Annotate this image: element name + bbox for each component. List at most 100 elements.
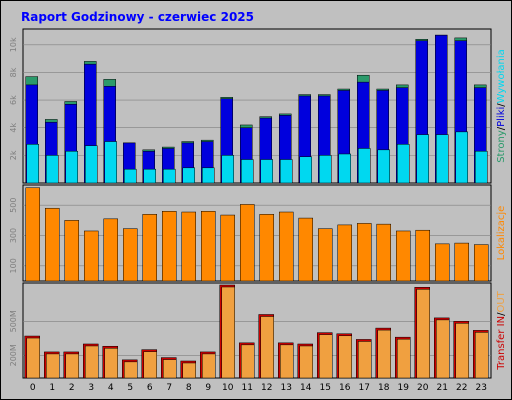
hits-y-tick-label: 2k: [9, 150, 18, 160]
hits-y-tick-label: 4k: [9, 123, 18, 133]
bar-transfer-out: [416, 289, 430, 379]
bar-lokalizacje: [259, 214, 274, 282]
x-tick-label: 5: [127, 383, 133, 393]
x-tick-label: 2: [69, 383, 75, 393]
bar-transfer-out: [241, 344, 255, 379]
bar-transfer-out: [377, 329, 391, 379]
bar-transfer-out: [436, 319, 450, 379]
bar-lokalizacje: [162, 211, 177, 282]
x-tick-label: 22: [456, 383, 467, 393]
bar-transfer-out: [46, 353, 60, 379]
x-tick-label: 14: [300, 383, 312, 393]
bar-lokalizacje: [64, 220, 79, 282]
report-title: Raport Godzinowy - czerwiec 2025: [21, 10, 254, 24]
x-tick-label: 17: [359, 383, 370, 393]
locations-y-tick-label: 100: [9, 258, 18, 273]
bar-wywolania: [299, 156, 312, 184]
hits-side-label-part: /: [496, 103, 507, 107]
x-tick-label: 8: [186, 383, 192, 393]
locations-side-label-part: Lokalizacje: [496, 206, 507, 261]
hits-side-label-part: Strony: [496, 130, 507, 163]
bar-lokalizacje: [396, 230, 411, 282]
x-tick-label: 7: [166, 383, 172, 393]
locations-panel: 100 300 500 Lokalizacje: [9, 184, 507, 282]
bar-lokalizacje: [240, 204, 255, 282]
bar-transfer-out: [299, 345, 313, 379]
bar-transfer-out: [260, 316, 274, 379]
bar-wywolania: [124, 168, 137, 184]
transfer-side-label-part: /: [496, 312, 507, 316]
chart-panels: 2k4k6k8k10kStrony/Pliki/Wywołania1003005…: [9, 28, 507, 393]
hits-y-tick-label: 8k: [9, 67, 18, 77]
bar-lokalizacje: [298, 217, 313, 282]
bar-lokalizacje: [181, 211, 196, 282]
bar-lokalizacje: [45, 207, 60, 282]
bar-transfer-out: [319, 334, 333, 379]
transfer-y-tick-label: 200M: [9, 344, 18, 366]
bar-transfer-out: [124, 361, 138, 379]
transfer-panel-border: [22, 282, 492, 379]
bar-transfer-out: [163, 359, 177, 379]
bar-wywolania: [65, 150, 78, 184]
x-tick-label: 18: [378, 383, 390, 393]
bar-wywolania: [319, 155, 332, 184]
bar-wywolania: [182, 167, 195, 184]
bar-lokalizacje: [415, 229, 430, 282]
transfer-side-label-part: OUT: [496, 290, 507, 312]
hits-y-tick-label: 6k: [9, 95, 18, 105]
locations-y-tick-label: 500: [9, 198, 18, 213]
bar-wywolania: [221, 155, 234, 184]
bar-wywolania: [260, 159, 273, 184]
bar-lokalizacje: [454, 242, 469, 282]
bar-lokalizacje: [84, 230, 99, 282]
bar-transfer-out: [65, 353, 79, 379]
bar-transfer-out: [143, 351, 157, 379]
bar-transfer-out: [397, 338, 411, 379]
bar-lokalizacje: [318, 228, 333, 282]
bar-wywolania: [416, 134, 429, 184]
hits-side-label-part: /: [496, 126, 507, 130]
hits-side-label-part: Pliki: [496, 107, 507, 127]
bar-lokalizacje: [103, 218, 118, 282]
bar-wywolania: [143, 168, 156, 184]
bar-wywolania: [85, 145, 98, 184]
bar-transfer-out: [104, 347, 118, 379]
x-tick-label: 6: [147, 383, 153, 393]
bar-lokalizacje: [220, 214, 235, 282]
bar-transfer-out: [85, 345, 99, 379]
hits-side-label: Strony/Pliki/Wywołania: [496, 49, 507, 163]
x-tick-label: 15: [320, 383, 331, 393]
bar-transfer-out: [455, 323, 469, 379]
x-tick-label: 0: [30, 383, 36, 393]
x-axis-labels: 0 1 2 3 4 5 6 7 8 9 10 11 12 13 14 15 16 17 18 19 20 21 22 23: [30, 383, 487, 393]
bar-wywolania: [475, 150, 488, 184]
bar-lokalizacje: [435, 243, 450, 282]
transfer-y-tick-label: 500M: [9, 310, 18, 332]
x-tick-label: 1: [49, 383, 55, 393]
x-tick-label: 10: [222, 383, 234, 393]
x-tick-label: 11: [242, 383, 253, 393]
bar-lokalizacje: [279, 211, 294, 282]
x-tick-label: 19: [398, 383, 410, 393]
x-tick-label: 16: [339, 383, 351, 393]
bar-transfer-out: [475, 332, 489, 379]
bar-wywolania: [377, 149, 390, 184]
x-tick-label: 13: [281, 383, 292, 393]
bar-transfer-out: [280, 344, 294, 379]
bar-wywolania: [26, 144, 39, 184]
transfer-side-label: Transfer IN/OUT: [496, 290, 507, 370]
bar-transfer-out: [202, 353, 216, 379]
locations-side-label: Lokalizacje: [496, 206, 507, 261]
bar-transfer-out: [338, 335, 352, 379]
locations-panel-border: [22, 184, 492, 282]
bar-transfer-out: [358, 341, 372, 379]
bar-transfer-out: [221, 286, 235, 379]
bar-wywolania: [104, 141, 117, 184]
bar-wywolania: [436, 134, 449, 184]
x-tick-label: 3: [88, 383, 94, 393]
transfer-side-label-part: Transfer: [496, 329, 507, 371]
bar-lokalizacje: [201, 211, 216, 282]
